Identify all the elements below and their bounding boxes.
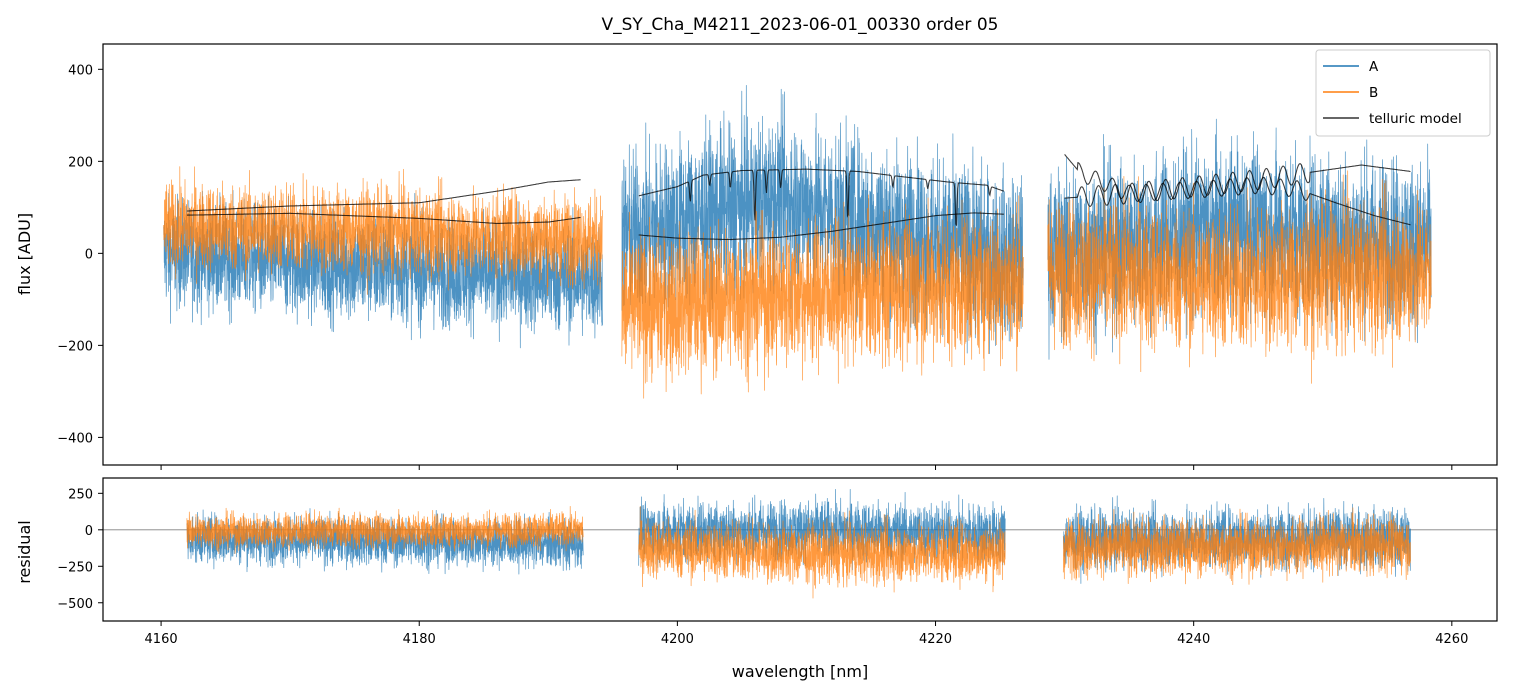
legend: A B telluric model: [1315, 49, 1491, 137]
x-tick-label: 4160: [145, 632, 178, 647]
series-a-segment-1: [163, 190, 603, 349]
telluric-model-2-upper: [638, 168, 1005, 226]
y-tick-label: −200: [57, 339, 93, 354]
chart-title: V_SY_Cha_M4211_2023-06-01_00330 order 05: [602, 15, 999, 35]
legend-label-b: B: [1369, 85, 1378, 101]
series-a-segment-2: [638, 488, 1006, 571]
telluric-model-1-upper: [186, 179, 581, 212]
y-tick-label: −400: [57, 431, 93, 446]
flux-plot-area: [163, 85, 1432, 399]
x-tick-label: 4220: [919, 632, 952, 647]
series-b-segment-2: [621, 194, 1024, 399]
x-tick-label: 4260: [1435, 632, 1468, 647]
telluric-model-3-upper: [1064, 163, 1411, 207]
x-tick-label: 4240: [1177, 632, 1210, 647]
residual-xlabel: wavelength [nm]: [732, 662, 869, 681]
telluric-model-3-lower: [1064, 154, 1411, 226]
flux-frame: [102, 43, 1498, 466]
y-tick-label: 400: [68, 63, 93, 78]
residual-panel: 4160 4180 4200 4220 4240 4260 −500 −250 0 250 res…: [15, 477, 1498, 681]
series-b-segment-1: [163, 166, 603, 297]
y-tick-label: 250: [68, 487, 93, 502]
legend-label-telluric: telluric model: [1369, 111, 1462, 127]
flux-panel: −400 −200 0 200 400 flux [ADU]: [15, 43, 1498, 470]
flux-axes: −400 −200 0 200 400: [57, 63, 1453, 470]
y-tick-label: 0: [85, 524, 93, 539]
series-b-segment-3: [1062, 507, 1411, 586]
series-b-segment-1: [186, 505, 584, 554]
y-tick-label: 0: [85, 247, 93, 262]
residual-frame: [102, 477, 1498, 622]
x-tick-label: 4180: [403, 632, 436, 647]
legend-box: [1315, 49, 1491, 137]
residual-plot-area: [103, 488, 1497, 599]
residual-axes: 4160 4180 4200 4220 4240 4260 −500 −250 0 250: [57, 487, 1468, 647]
telluric-model-2-lower: [638, 212, 1004, 241]
residual-ylabel: residual: [15, 520, 34, 583]
x-tick-label: 4200: [661, 632, 694, 647]
legend-label-a: A: [1369, 59, 1379, 75]
y-tick-label: −500: [57, 597, 93, 612]
telluric-model-1-lower: [186, 212, 581, 224]
y-tick-label: 200: [68, 155, 93, 170]
y-tick-label: −250: [57, 560, 93, 575]
series-b-segment-2: [638, 505, 1006, 599]
flux-ylabel: flux [ADU]: [15, 213, 34, 295]
series-b-segment-3: [1047, 170, 1432, 384]
